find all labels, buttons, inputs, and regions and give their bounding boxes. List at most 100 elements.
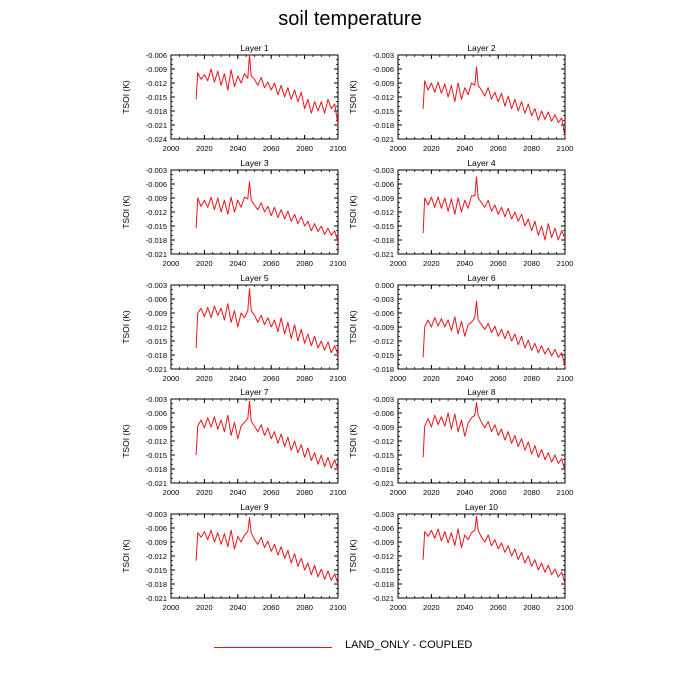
y-tick-label: -0.012	[373, 337, 394, 346]
panel-layer-2: Layer 2 TSOI (K) -0.021 -0.018 -0.015 -0.012 -…	[348, 43, 573, 153]
y-tick-label: -0.018	[373, 465, 394, 474]
y-tick-label: -0.006	[373, 309, 394, 318]
y-tick-label: -0.003	[146, 281, 167, 290]
x-tick-label: 2080	[523, 488, 540, 497]
y-tick-label: -0.015	[373, 107, 394, 116]
y-tick-label: -0.018	[373, 121, 394, 130]
x-tick-label: 2040	[456, 603, 473, 612]
y-tick-label: -0.003	[373, 51, 394, 60]
y-tick-label: -0.021	[373, 479, 394, 488]
series-line	[195, 181, 339, 243]
y-tick-label: -0.003	[373, 395, 394, 404]
x-tick-label: 2060	[263, 144, 280, 153]
panel-title: Layer 5	[240, 273, 269, 283]
figure-title: soil temperature	[278, 8, 422, 30]
y-tick-label: -0.009	[146, 194, 167, 203]
series-line	[422, 402, 566, 472]
y-tick-label: -0.006	[146, 180, 167, 189]
y-tick-label: -0.003	[373, 510, 394, 519]
y-axis-label: TSOI (K)	[348, 424, 358, 458]
y-tick-label: -0.021	[373, 135, 394, 144]
x-tick-label: 2080	[296, 488, 313, 497]
y-tick-label: -0.006	[373, 524, 394, 533]
y-tick-label: -0.009	[146, 309, 167, 318]
x-tick-label: 2100	[557, 259, 574, 268]
x-tick-label: 2100	[557, 603, 574, 612]
plot-frame	[170, 398, 339, 484]
series-line	[195, 288, 339, 356]
x-tick-label: 2020	[196, 488, 213, 497]
x-tick-label: 2100	[557, 488, 574, 497]
x-tick-label: 2020	[196, 144, 213, 153]
y-tick-label: -0.015	[146, 337, 167, 346]
x-tick-label: 2060	[263, 488, 280, 497]
y-tick-label: -0.012	[146, 437, 167, 446]
panel-title: Layer 1	[240, 43, 269, 53]
y-tick-label: -0.009	[146, 538, 167, 547]
panel-title: Layer 4	[467, 158, 496, 168]
series-line	[195, 400, 339, 471]
y-tick-label: -0.009	[373, 194, 394, 203]
x-tick-label: 2080	[523, 144, 540, 153]
x-tick-label: 2080	[296, 603, 313, 612]
y-tick-label: -0.012	[373, 437, 394, 446]
x-tick-label: 2080	[523, 603, 540, 612]
x-tick-label: 2100	[330, 144, 347, 153]
y-tick-label: -0.024	[146, 135, 167, 144]
plot-frame	[397, 169, 566, 255]
x-tick-label: 2000	[390, 488, 407, 497]
y-tick-label: -0.003	[146, 166, 167, 175]
x-tick-label: 2100	[330, 488, 347, 497]
y-tick-label: -0.009	[373, 538, 394, 547]
panel-layer-8: Layer 8 TSOI (K) -0.021 -0.018 -0.015 -0.012 -…	[348, 387, 573, 497]
legend-label: LAND_ONLY - COUPLED	[345, 639, 473, 651]
y-tick-label: -0.015	[373, 222, 394, 231]
y-axis-label: TSOI (K)	[348, 310, 358, 344]
x-tick-label: 2100	[330, 603, 347, 612]
y-tick-label: -0.018	[146, 465, 167, 474]
y-tick-label: -0.018	[146, 351, 167, 360]
y-tick-label: -0.009	[373, 423, 394, 432]
x-tick-label: 2040	[229, 488, 246, 497]
series-line	[195, 517, 339, 585]
x-tick-label: 2080	[296, 144, 313, 153]
plot-frame	[397, 54, 566, 140]
y-tick-label: -0.003	[373, 166, 394, 175]
panel-title: Layer 8	[467, 387, 496, 397]
x-tick-label: 2020	[196, 259, 213, 268]
y-axis-label: TSOI (K)	[121, 539, 131, 573]
y-tick-label: -0.012	[146, 208, 167, 217]
x-tick-label: 2040	[456, 144, 473, 153]
y-tick-label: -0.021	[146, 594, 167, 603]
y-tick-label: -0.018	[146, 580, 167, 589]
y-tick-label: -0.012	[146, 323, 167, 332]
panel-layer-1: Layer 1 TSOI (K) -0.024 -0.021 -0.018 -0.015 -…	[121, 43, 346, 153]
y-tick-label: -0.015	[146, 451, 167, 460]
y-axis-label: TSOI (K)	[348, 80, 358, 114]
series-line	[422, 66, 566, 137]
legend-line-swatch	[214, 647, 332, 648]
y-tick-label: -0.015	[146, 93, 167, 102]
series-line	[422, 176, 566, 241]
panel-layer-9: Layer 9 TSOI (K) -0.021 -0.018 -0.015 -0.012 -…	[121, 502, 346, 612]
y-tick-label: -0.003	[373, 295, 394, 304]
panel-layer-4: Layer 4 TSOI (K) -0.021 -0.018 -0.015 -0.012 -…	[348, 158, 573, 268]
y-axis-label: TSOI (K)	[348, 195, 358, 229]
x-tick-label: 2060	[490, 259, 507, 268]
y-tick-label: -0.018	[146, 236, 167, 245]
panel-title: Layer 6	[467, 273, 496, 283]
x-tick-label: 2040	[229, 374, 246, 383]
panel-title: Layer 9	[240, 502, 269, 512]
x-tick-label: 2040	[456, 259, 473, 268]
x-tick-label: 2060	[490, 603, 507, 612]
x-tick-label: 2020	[423, 144, 440, 153]
y-tick-label: -0.006	[146, 524, 167, 533]
y-tick-label: -0.012	[373, 93, 394, 102]
plot-frame	[170, 284, 339, 370]
panel-layer-5: Layer 5 TSOI (K) -0.021 -0.018 -0.015 -0.012 -…	[121, 273, 346, 383]
y-tick-label: -0.006	[373, 409, 394, 418]
y-tick-label: -0.018	[373, 236, 394, 245]
panel-layer-6: Layer 6 TSOI (K) -0.018 -0.015 -0.012 -0.009 -…	[348, 273, 573, 383]
x-tick-label: 2000	[163, 603, 180, 612]
